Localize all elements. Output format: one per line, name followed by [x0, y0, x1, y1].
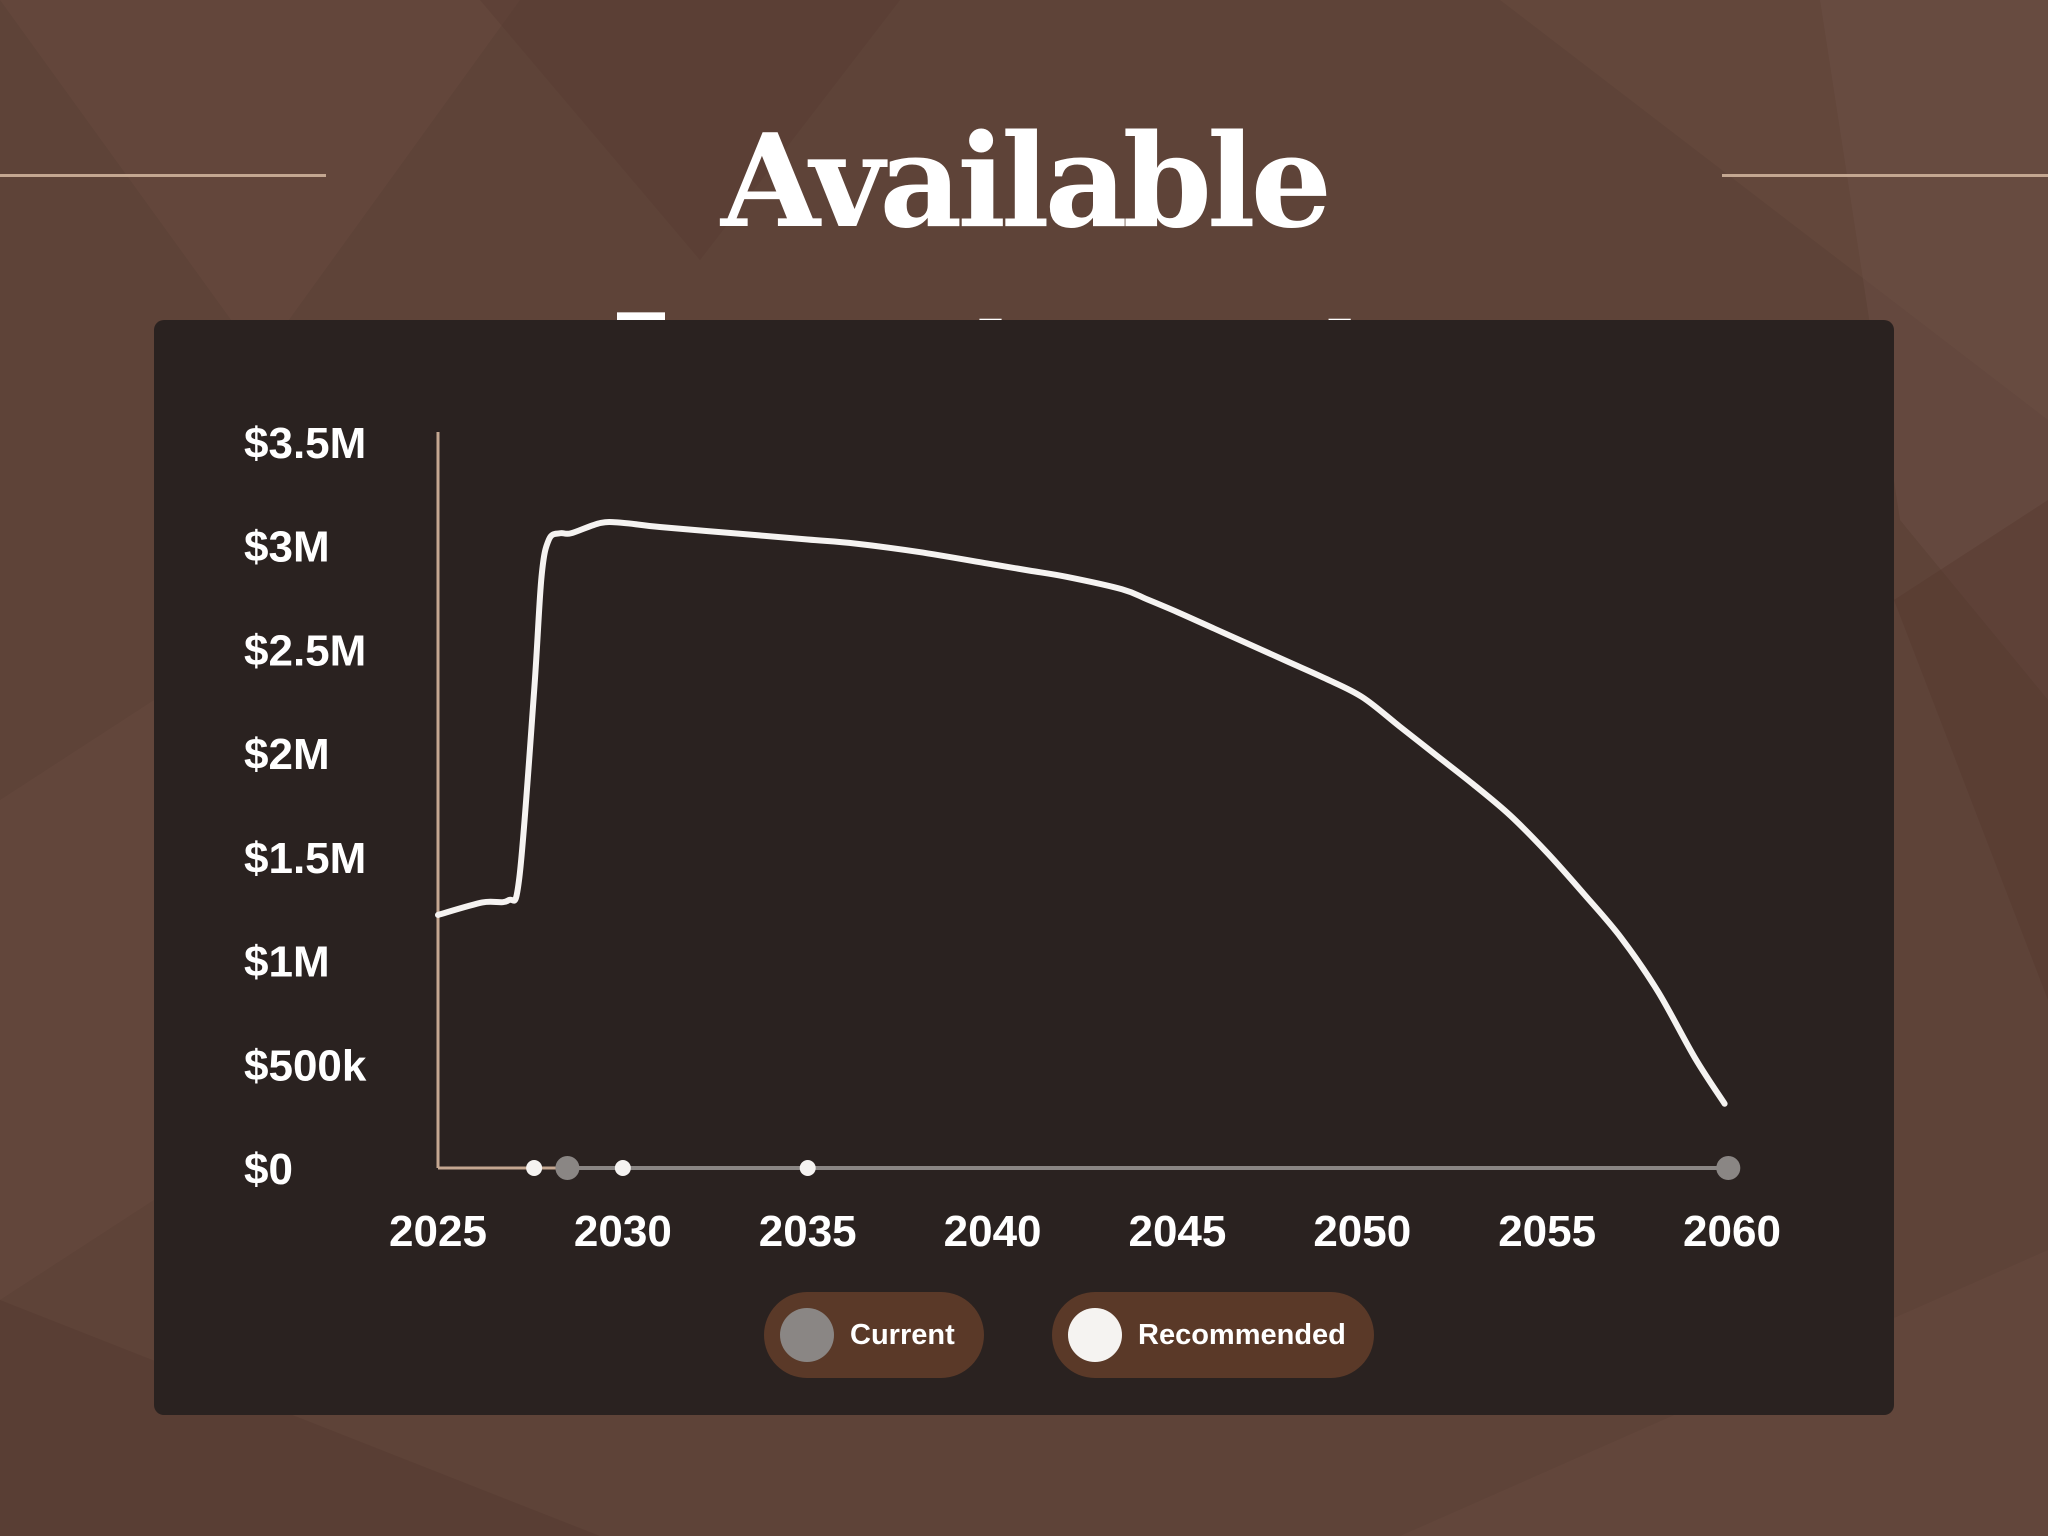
line-chart: $0 $500k $1M $1.5M $2M $2.5M $3M $3.5M 2025 2030…	[244, 419, 1781, 1256]
title-rule-right	[1722, 174, 2048, 177]
x-tick-label: 2025	[389, 1207, 487, 1256]
legend-item-current[interactable]: Current	[764, 1292, 984, 1378]
title-rule-left	[0, 174, 326, 177]
y-tick-label: $0	[244, 1145, 293, 1194]
y-tick-label: $1M	[244, 938, 330, 987]
y-tick-label: $500k	[244, 1041, 367, 1090]
page-title: Available Investments	[611, 107, 1442, 437]
legend-label-current: Current	[850, 1318, 955, 1351]
series-current-point	[555, 1156, 580, 1180]
y-tick-label: $3.5M	[244, 419, 366, 468]
x-tick-label: 2050	[1313, 1207, 1411, 1256]
legend-item-recommended[interactable]: Recommended	[1052, 1292, 1374, 1378]
y-tick-label: $1.5M	[244, 834, 366, 883]
x-axis-tick-labels: 2025 2030 2035 2040 2045 2050 2055 2060	[389, 1207, 1781, 1256]
series-current-point	[1716, 1156, 1741, 1180]
chart-panel: $0 $500k $1M $1.5M $2M $2.5M $3M $3.5M 2025 2030…	[154, 320, 1894, 1415]
legend-swatch-recommended	[1068, 1308, 1122, 1362]
y-tick-label: $2M	[244, 730, 330, 779]
x-tick-label: 2045	[1128, 1207, 1226, 1256]
y-tick-label: $3M	[244, 523, 330, 572]
y-tick-label: $2.5M	[244, 626, 366, 675]
x-tick-label: 2030	[574, 1207, 672, 1256]
y-axis-tick-labels: $0 $500k $1M $1.5M $2M $2.5M $3M $3.5M	[244, 419, 367, 1194]
x-tick-label: 2055	[1498, 1207, 1596, 1256]
series-layer	[435, 518, 1741, 1180]
legend-label-recommended: Recommended	[1138, 1318, 1346, 1351]
x-tick-label: 2060	[1683, 1207, 1781, 1256]
x-tick-label: 2040	[944, 1207, 1042, 1256]
legend-swatch-current	[780, 1308, 834, 1362]
series-recommended-point	[526, 1160, 543, 1176]
series-recommended-point	[799, 1160, 816, 1176]
series-recommended-line	[435, 518, 1728, 1107]
series-recommended-point	[614, 1160, 631, 1176]
x-tick-label: 2035	[759, 1207, 857, 1256]
